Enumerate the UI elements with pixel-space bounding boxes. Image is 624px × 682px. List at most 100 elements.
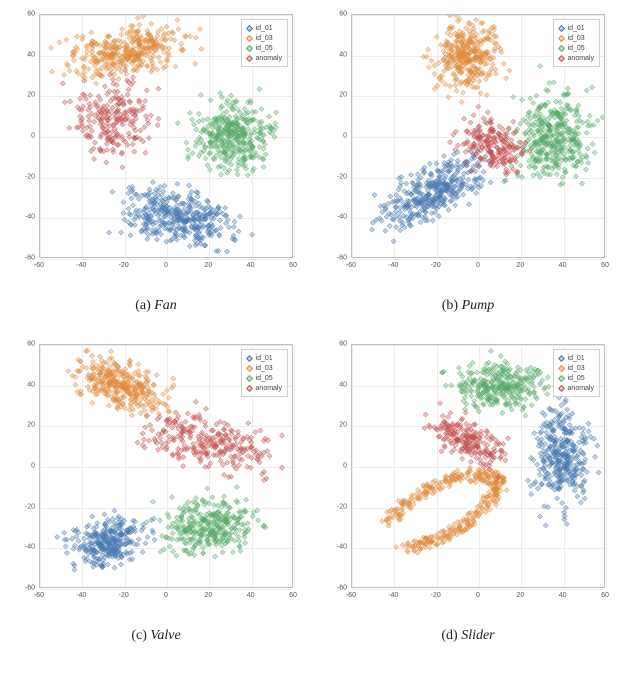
- legend-item: id_03: [247, 363, 282, 373]
- series-anomaly: [422, 401, 511, 480]
- panel-slider: id_01id_03id_05anomaly-60-40-200204060-6…: [312, 330, 624, 660]
- series-id_03: [421, 15, 512, 105]
- ytick-label: -60: [337, 255, 347, 262]
- ytick-label: -40: [337, 544, 347, 551]
- series-id_03: [380, 465, 510, 555]
- caption-valve-label: (c): [131, 628, 147, 643]
- legend-marker-icon: [245, 364, 252, 371]
- ytick-label: -60: [25, 585, 35, 592]
- legend-item: id_03: [247, 33, 282, 43]
- ytick-label: 20: [27, 92, 35, 99]
- series-id_05: [502, 63, 604, 187]
- caption-pump-name: Pump: [462, 298, 495, 313]
- chart-slider: id_01id_03id_05anomaly-60-40-200204060-6…: [323, 336, 613, 616]
- xtick-label: -20: [431, 592, 441, 599]
- caption-pump: (b) Pump: [442, 298, 495, 314]
- legend-label: id_03: [568, 35, 585, 42]
- legend-label: id_01: [568, 25, 585, 32]
- legend: id_01id_03id_05anomaly: [241, 19, 288, 67]
- series-anomaly: [135, 399, 285, 482]
- ytick-label: -40: [337, 214, 347, 221]
- plot-area: id_01id_03id_05anomaly: [39, 14, 293, 258]
- legend-label: id_01: [256, 355, 273, 362]
- xtick-label: -40: [388, 262, 398, 269]
- series-id_05: [175, 87, 279, 178]
- ytick-label: -40: [25, 544, 35, 551]
- legend-marker-icon: [557, 34, 564, 41]
- ytick-label: -20: [337, 173, 347, 180]
- series-anomaly: [60, 68, 161, 170]
- legend-marker-icon: [557, 44, 564, 51]
- legend-label: id_05: [568, 45, 585, 52]
- legend: id_01id_03id_05anomaly: [241, 349, 288, 397]
- panel-valve: id_01id_03id_05anomaly-60-40-200204060-6…: [0, 330, 312, 660]
- ytick-label: 60: [339, 341, 347, 348]
- xtick-label: -40: [388, 592, 398, 599]
- ytick-label: 0: [31, 133, 35, 140]
- legend-label: anomaly: [256, 385, 282, 392]
- legend-label: anomaly: [568, 385, 594, 392]
- legend-marker-icon: [245, 354, 252, 361]
- series-id_03: [48, 15, 204, 86]
- xtick-label: 60: [289, 592, 297, 599]
- xtick-label: 20: [204, 592, 212, 599]
- series-id_01: [525, 381, 601, 528]
- xtick-label: 40: [247, 592, 255, 599]
- xtick-label: -20: [431, 262, 441, 269]
- ytick-label: 40: [27, 51, 35, 58]
- caption-fan-label: (a): [135, 298, 151, 313]
- legend-item: anomaly: [559, 53, 594, 63]
- caption-pump-label: (b): [442, 298, 458, 313]
- caption-valve-name: Valve: [150, 628, 180, 643]
- legend-item: id_03: [559, 33, 594, 43]
- chart-valve: id_01id_03id_05anomaly-60-40-200204060-6…: [11, 336, 301, 616]
- ytick-label: -20: [25, 503, 35, 510]
- xtick-label: 20: [516, 262, 524, 269]
- xtick-label: -40: [76, 592, 86, 599]
- legend: id_01id_03id_05anomaly: [553, 349, 600, 397]
- legend-item: id_05: [559, 43, 594, 53]
- caption-slider-name: Slider: [461, 628, 494, 643]
- xtick-label: 20: [516, 592, 524, 599]
- plot-area: id_01 id_03 id_05anomaly: [351, 14, 605, 258]
- xtick-label: 20: [204, 262, 212, 269]
- ytick-label: 40: [339, 381, 347, 388]
- series-id_03: [66, 348, 176, 419]
- ytick-label: -20: [25, 173, 35, 180]
- caption-slider-label: (d): [441, 628, 457, 643]
- caption-fan: (a) Fan: [135, 298, 177, 314]
- legend-label: id_01: [256, 25, 273, 32]
- legend-item: id_05: [559, 373, 594, 383]
- legend-marker-icon: [557, 24, 564, 31]
- xtick-label: -20: [119, 262, 129, 269]
- legend-item: anomaly: [247, 53, 282, 63]
- legend-marker-icon: [245, 44, 252, 51]
- legend-marker-icon: [245, 54, 252, 61]
- series-id_01: [55, 508, 158, 572]
- ytick-label: 60: [339, 11, 347, 18]
- legend-marker-icon: [245, 34, 252, 41]
- legend-marker-icon: [245, 384, 252, 391]
- legend-marker-icon: [557, 364, 564, 371]
- chart-fan: id_01id_03id_05anomaly-60-40-200204060-6…: [11, 6, 301, 286]
- xtick-label: 0: [164, 592, 168, 599]
- plot-area: id_01id_03id_05anomaly: [39, 344, 293, 588]
- legend-item: id_05: [247, 43, 282, 53]
- legend-label: anomaly: [568, 55, 594, 62]
- legend-label: id_01: [568, 355, 585, 362]
- ytick-label: 40: [339, 51, 347, 58]
- xtick-label: -20: [119, 592, 129, 599]
- legend-item: id_01: [247, 353, 282, 363]
- series-id_01: [107, 180, 255, 255]
- ytick-label: -60: [25, 255, 35, 262]
- legend-label: anomaly: [256, 55, 282, 62]
- xtick-label: 60: [601, 592, 609, 599]
- ytick-label: -60: [337, 585, 347, 592]
- legend-item: anomaly: [559, 383, 594, 393]
- legend-label: id_03: [256, 365, 273, 372]
- ytick-label: 0: [343, 133, 347, 140]
- xtick-label: 40: [559, 592, 567, 599]
- xtick-label: 40: [559, 262, 567, 269]
- xtick-label: -40: [76, 262, 86, 269]
- xtick-label: -60: [346, 262, 356, 269]
